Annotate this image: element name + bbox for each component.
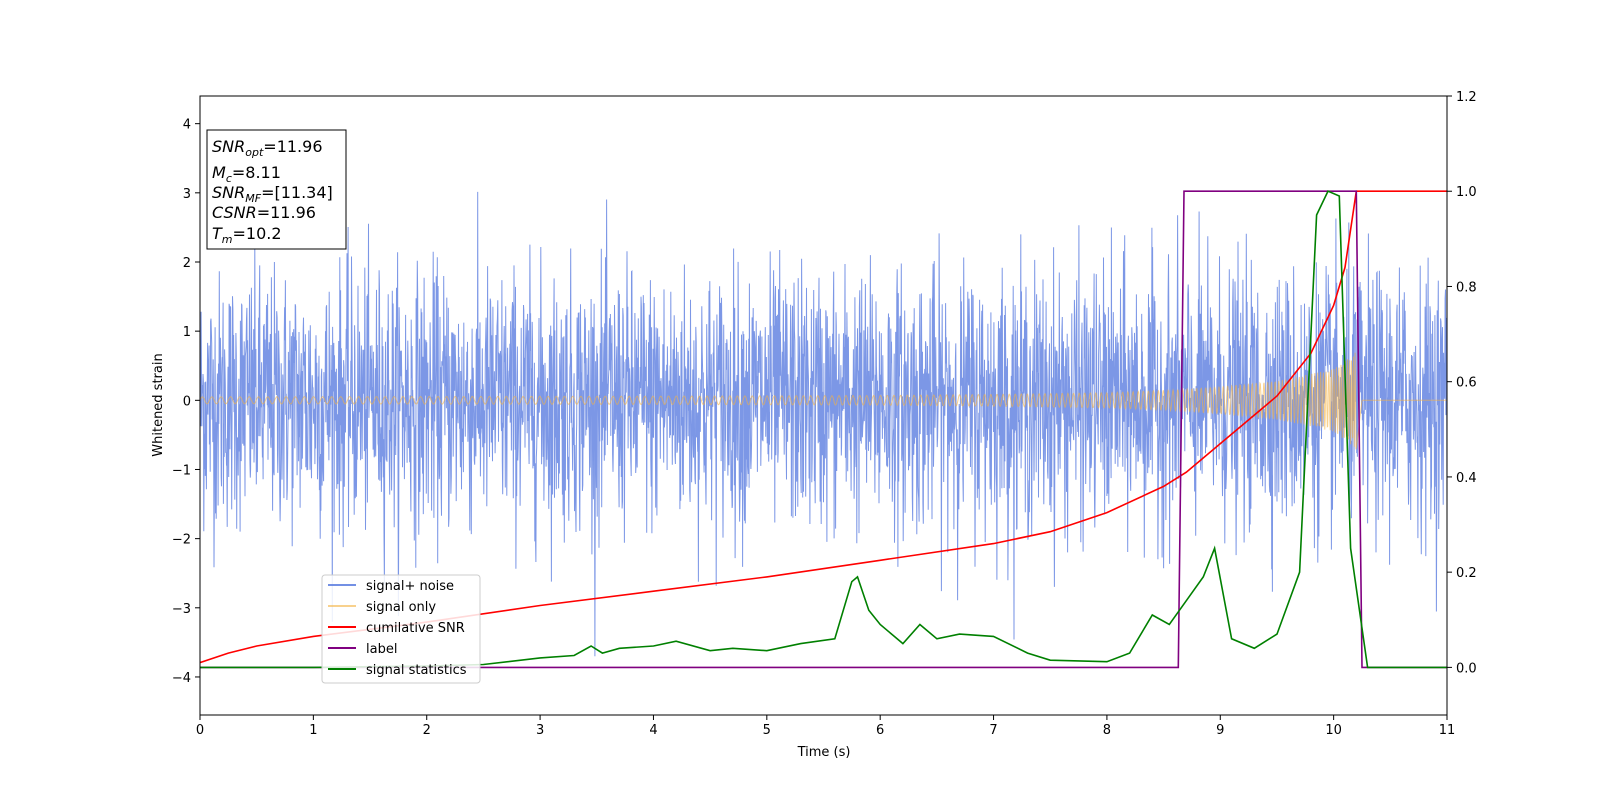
y-tick-label-left: 4	[183, 118, 191, 133]
y-tick-label-right: 0.0	[1456, 661, 1477, 676]
annotation-snr-mf: SNRMF=[11.34]	[212, 183, 333, 205]
y-tick-label-right: 1.0	[1456, 185, 1477, 200]
annotation-box: SNRopt=11.96 Mc=8.11 SNRMF=[11.34] CSNR=…	[206, 129, 347, 250]
annotation-snr-opt: SNRopt=11.96	[212, 137, 323, 159]
y-tick-label-right: 0.4	[1456, 471, 1477, 486]
y-tick-label-left: −2	[172, 533, 191, 548]
y-tick-label-right: 0.2	[1456, 566, 1477, 581]
plot-frame	[199, 95, 1448, 716]
x-tick-label: 4	[649, 723, 657, 738]
x-tick-label: 0	[196, 723, 204, 738]
y-tick-label-left: −4	[172, 671, 191, 686]
legend-label-cumilative-snr: cumilative SNR	[366, 621, 465, 636]
x-tick-label: 7	[989, 723, 997, 738]
x-tick-label: 8	[1103, 723, 1111, 738]
y-tick-label-left: 2	[183, 256, 191, 271]
legend-label-signal-only: signal only	[366, 600, 436, 615]
series-signal-statistics	[200, 190, 1447, 669]
y-axis-label: Whitened strain	[151, 353, 166, 456]
annotation-frame	[206, 129, 347, 250]
y-tick-label-left: 1	[183, 325, 191, 340]
y-tick-label-right: 0.8	[1456, 280, 1477, 295]
y-tick-label-right: 1.2	[1456, 90, 1477, 105]
x-tick-label: 5	[763, 723, 771, 738]
legend-label-signal-statistics: signal statistics	[366, 663, 467, 678]
x-tick-label: 9	[1216, 723, 1224, 738]
x-tick-label: 2	[423, 723, 431, 738]
y-tick-label-right: 0.6	[1456, 376, 1477, 391]
annotation-csnr: CSNR=11.96	[212, 203, 316, 222]
x-axis-label: Time (s)	[797, 745, 851, 760]
y-tick-label-left: −3	[172, 602, 191, 617]
axes-layer: 0 1 2 3 4 5 6 7 8 9 10 11 −4 −3 −2 −1 0 1 2 3 4 0.0 0.2 0.4 0.6 0…	[172, 90, 1477, 738]
legend-label-label: label	[366, 642, 397, 657]
legend: signal+ noise signal only cumilative SNR…	[321, 574, 481, 684]
x-tick-label: 6	[876, 723, 884, 738]
x-tick-label: 10	[1325, 723, 1342, 738]
x-tick-label: 1	[309, 723, 317, 738]
y-tick-label-left: −1	[172, 463, 191, 478]
legend-label-signal-noise: signal+ noise	[366, 579, 454, 594]
legend-frame	[321, 574, 481, 684]
x-tick-label: 3	[536, 723, 544, 738]
annotation-tm: Tm=10.2	[212, 224, 282, 246]
x-tick-label: 11	[1439, 723, 1456, 738]
y-tick-label-left: 3	[183, 187, 191, 202]
series-signal-only	[200, 352, 1447, 450]
y-tick-label-left: 0	[183, 394, 191, 409]
annotation-mc: Mc=8.11	[212, 163, 281, 185]
